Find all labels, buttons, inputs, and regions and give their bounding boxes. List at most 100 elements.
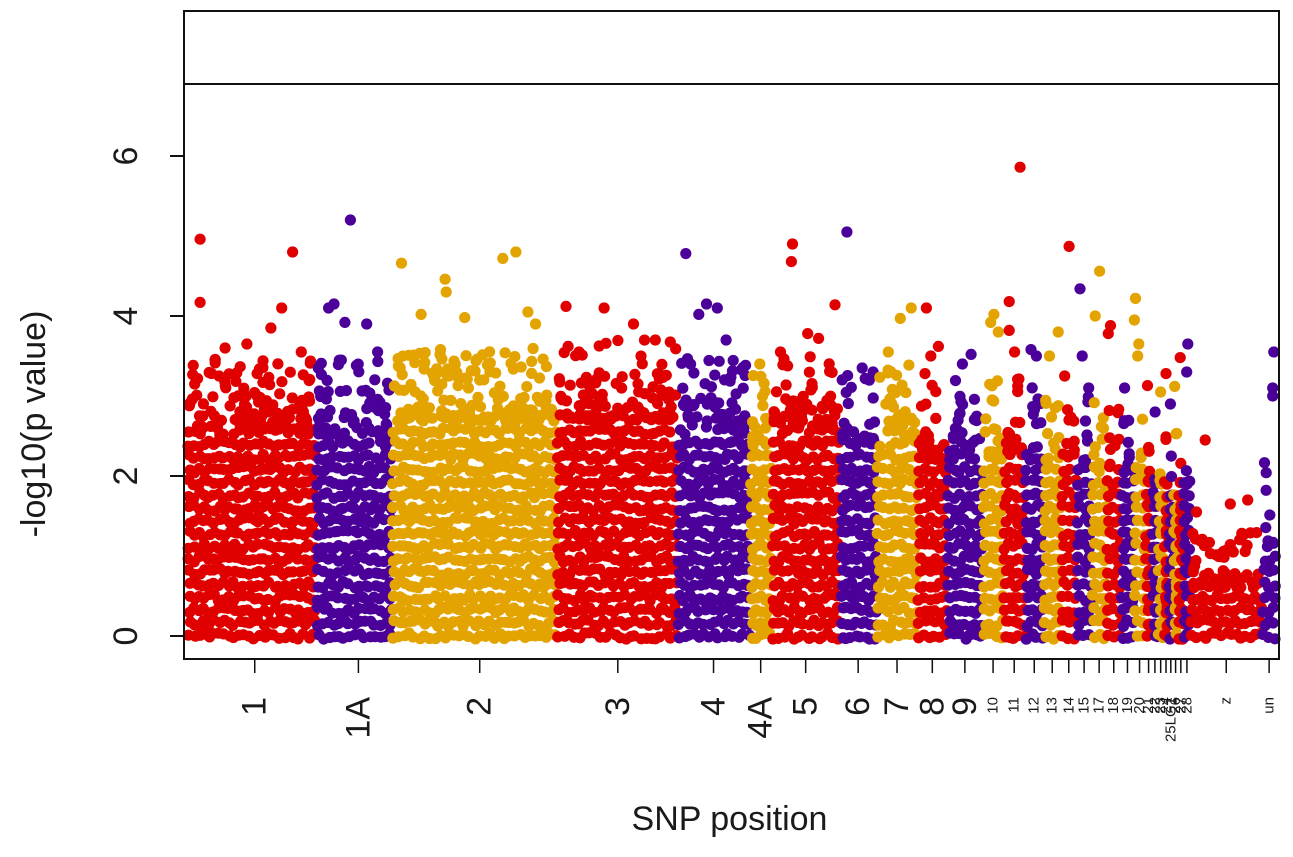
snp-point bbox=[803, 366, 816, 378]
snp-point bbox=[827, 421, 839, 433]
snp-point bbox=[1012, 386, 1024, 398]
snp-point bbox=[852, 433, 864, 445]
snp-point bbox=[1104, 432, 1116, 444]
snp-point bbox=[396, 369, 408, 381]
snp-point bbox=[230, 375, 242, 387]
snp-point bbox=[575, 377, 588, 389]
snp-peak-point bbox=[774, 346, 787, 358]
snp-peak-point bbox=[339, 316, 351, 328]
snp-peak-point bbox=[1094, 265, 1106, 277]
snp-point bbox=[1218, 551, 1230, 563]
snp-point bbox=[521, 381, 533, 393]
snp-point bbox=[276, 376, 288, 388]
snp-peak-point bbox=[1076, 350, 1088, 362]
snp-point bbox=[1260, 467, 1272, 479]
chromosome-5-points bbox=[767, 238, 845, 645]
snp-peak-point bbox=[241, 338, 253, 350]
snp-point bbox=[321, 374, 333, 386]
snp-point bbox=[796, 415, 809, 427]
snp-point bbox=[293, 401, 305, 413]
snp-point bbox=[896, 379, 908, 391]
snp-point bbox=[636, 358, 648, 370]
snp-point bbox=[1103, 405, 1115, 417]
snp-point bbox=[535, 409, 547, 421]
snp-point bbox=[596, 412, 608, 424]
snp-point bbox=[242, 417, 255, 429]
snp-point bbox=[726, 419, 738, 431]
chromosome-2-points bbox=[387, 246, 562, 645]
snp-peak-point bbox=[985, 316, 997, 328]
snp-point bbox=[415, 400, 427, 412]
snp-point bbox=[449, 358, 461, 370]
snp-point bbox=[860, 373, 872, 385]
snp-peak-point bbox=[219, 342, 231, 354]
snp-point bbox=[1079, 415, 1092, 427]
snp-point bbox=[768, 406, 780, 418]
chromosome-un-points bbox=[1257, 346, 1281, 645]
snp-point bbox=[1224, 539, 1236, 551]
snp-point bbox=[474, 374, 486, 386]
snp-point bbox=[1262, 535, 1274, 547]
snp-point bbox=[583, 410, 596, 422]
snp-peak-point bbox=[194, 296, 206, 308]
snp-point bbox=[332, 359, 344, 371]
snp-point bbox=[338, 427, 350, 439]
snp-peak-point bbox=[711, 302, 723, 314]
snp-point bbox=[268, 421, 280, 433]
snp-peak-point bbox=[785, 256, 798, 268]
snp-point bbox=[499, 347, 511, 359]
snp-point bbox=[203, 366, 215, 379]
snp-point bbox=[685, 358, 697, 370]
snp-point bbox=[541, 389, 553, 401]
snp-peak-point bbox=[573, 346, 585, 358]
snp-point bbox=[756, 390, 769, 402]
snp-peak-point bbox=[276, 302, 288, 314]
snp-peak-point bbox=[295, 346, 307, 358]
snp-point bbox=[825, 399, 837, 411]
snp-point bbox=[1171, 427, 1183, 440]
snp-peak-point bbox=[1149, 406, 1161, 418]
snp-peak-point bbox=[627, 318, 640, 330]
x-tick-label: 12 bbox=[1026, 697, 1043, 714]
snp-point bbox=[372, 355, 384, 368]
snp-point bbox=[949, 375, 962, 387]
snp-point bbox=[1035, 417, 1047, 429]
snp-peak-point bbox=[344, 214, 356, 226]
snp-point bbox=[249, 387, 261, 399]
snp-point bbox=[1267, 617, 1279, 629]
snp-peak-point bbox=[1119, 382, 1131, 394]
snp-point bbox=[1165, 450, 1177, 462]
snp-point bbox=[1095, 421, 1107, 433]
snp-peak-point bbox=[1014, 161, 1026, 173]
snp-point bbox=[1129, 527, 1141, 539]
snp-point bbox=[898, 429, 911, 441]
snp-point bbox=[465, 365, 477, 377]
snp-point bbox=[632, 378, 644, 390]
snp-point bbox=[868, 416, 881, 428]
snp-point bbox=[363, 437, 375, 449]
x-axis: 1 1A 2 3 4 4A 5 6 789 10 11 12 13 1415171819202122232… bbox=[236, 659, 1278, 742]
snp-peak-point bbox=[1224, 498, 1236, 510]
snp-point bbox=[315, 357, 327, 369]
snp-point bbox=[612, 402, 624, 414]
snp-peak-point bbox=[1009, 346, 1021, 358]
snp-point bbox=[364, 397, 376, 409]
snp-point bbox=[263, 371, 275, 383]
snp-point bbox=[826, 366, 838, 378]
snp-peak-point bbox=[1052, 326, 1064, 338]
snp-peak-point bbox=[829, 299, 841, 311]
snp-point bbox=[726, 397, 738, 409]
snp-point bbox=[380, 418, 392, 430]
snp-peak-point bbox=[1059, 370, 1071, 382]
snp-point bbox=[515, 393, 527, 405]
snp-point bbox=[1187, 528, 1199, 540]
snp-point bbox=[915, 400, 928, 412]
snp-point bbox=[986, 380, 998, 392]
snp-point bbox=[755, 370, 767, 382]
snp-peak-point bbox=[510, 246, 522, 258]
snp-point bbox=[460, 350, 472, 362]
x-tick-label: 9 bbox=[946, 697, 984, 716]
snp-peak-point bbox=[1199, 434, 1211, 446]
snp-point bbox=[688, 367, 700, 379]
snp-point bbox=[593, 395, 605, 407]
